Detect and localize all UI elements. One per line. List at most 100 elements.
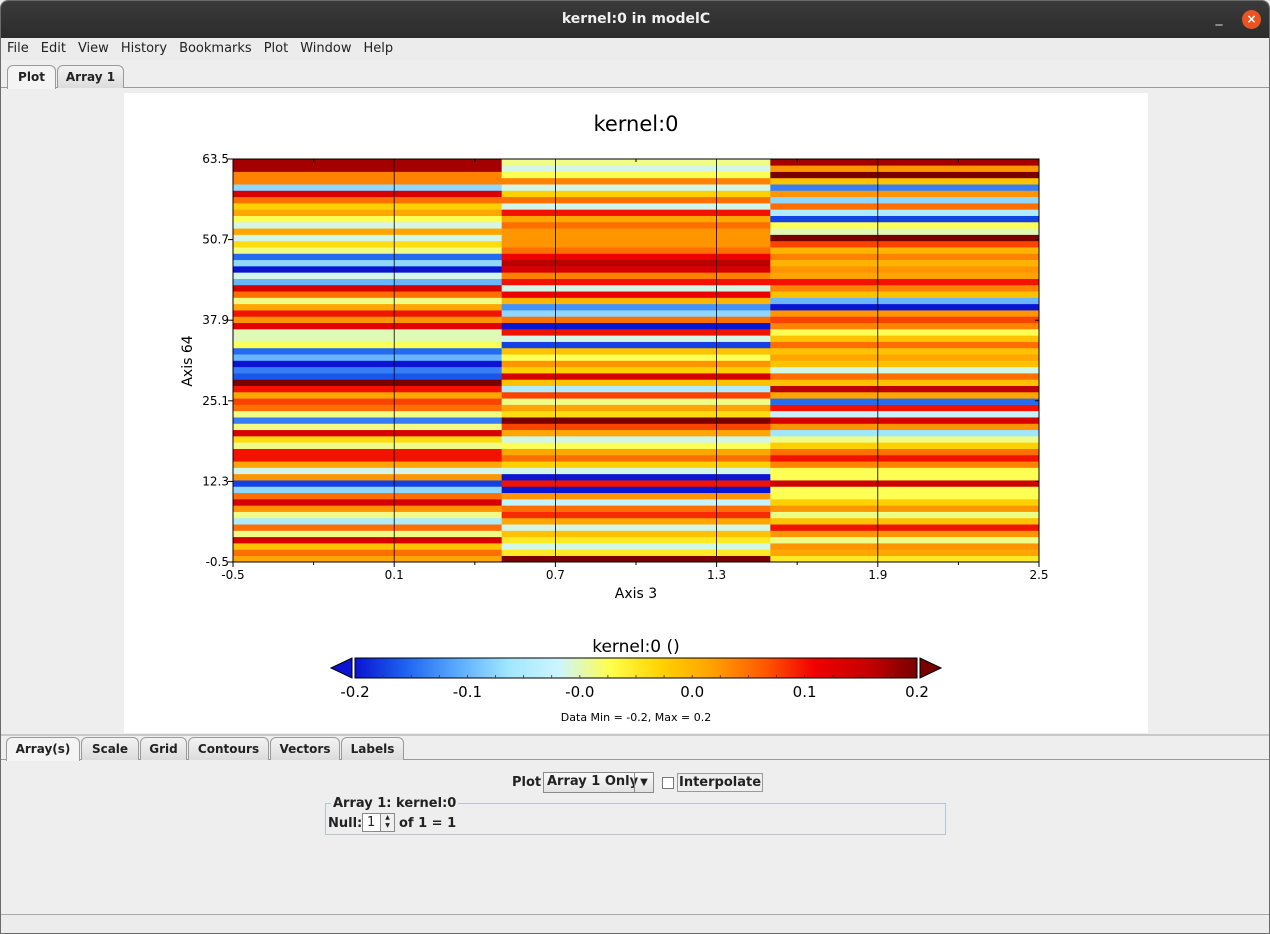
heatmap-cell bbox=[233, 297, 502, 305]
heatmap-cell bbox=[233, 266, 502, 273]
heatmap-cell bbox=[233, 159, 502, 166]
heatmap-cell bbox=[233, 196, 502, 204]
null-label: Null: bbox=[328, 816, 363, 831]
heatmap-cell bbox=[770, 190, 1040, 198]
heatmap-cell bbox=[501, 171, 771, 179]
heatmap-cell bbox=[501, 379, 771, 386]
heatmap-cell bbox=[501, 354, 771, 361]
heatmap-cells bbox=[233, 159, 1040, 563]
x-tick-label: 1.3 bbox=[707, 568, 726, 582]
heatmap-cell bbox=[770, 184, 1040, 191]
heatmap-cell bbox=[770, 517, 1040, 525]
heatmap-cell bbox=[501, 549, 771, 557]
null-spinner-value: 1 bbox=[367, 815, 376, 830]
heatmap-cell bbox=[233, 303, 502, 311]
tab-arrays[interactable]: Array(s) bbox=[6, 737, 80, 761]
null-spinner[interactable]: 1 ▲ ▼ bbox=[362, 813, 395, 832]
heatmap-cell bbox=[770, 177, 1040, 185]
x-tick-label: 0.1 bbox=[385, 568, 404, 582]
heatmap-cell bbox=[770, 385, 1040, 393]
tab-labels[interactable]: Labels bbox=[341, 737, 404, 760]
heatmap-cell bbox=[770, 423, 1040, 431]
colorbar-tick-label: -0.2 bbox=[340, 683, 369, 701]
heatmap-cell bbox=[233, 240, 502, 248]
colorbar-tick-label: -0.0 bbox=[565, 683, 594, 701]
tab-plot[interactable]: Plot bbox=[7, 65, 56, 89]
heatmap-cell bbox=[770, 322, 1040, 330]
heatmap-cell bbox=[233, 247, 502, 254]
colorbar-high-arrow bbox=[919, 657, 943, 679]
heatmap-cell bbox=[501, 410, 771, 418]
menu-edit[interactable]: Edit bbox=[40, 41, 66, 56]
menu-history[interactable]: History bbox=[120, 41, 168, 56]
heatmap-cell bbox=[233, 436, 502, 443]
null-of-text: of 1 = 1 bbox=[399, 816, 457, 831]
array-group-box bbox=[325, 803, 946, 835]
dropdown-arrow-icon[interactable]: ▼ bbox=[634, 773, 653, 792]
interpolate-checkbox[interactable] bbox=[662, 777, 674, 789]
heatmap-cell bbox=[770, 429, 1040, 437]
heatmap-cell bbox=[770, 310, 1040, 317]
array-group-title: Array 1: kernel:0 bbox=[331, 796, 459, 811]
tab-contours[interactable]: Contours bbox=[188, 737, 269, 760]
tab-grid[interactable]: Grid bbox=[140, 737, 187, 760]
heatmap-cell bbox=[501, 215, 771, 223]
heatmap-cell bbox=[770, 203, 1040, 210]
heatmap-cell bbox=[770, 234, 1040, 242]
heatmap-cell bbox=[501, 486, 771, 494]
menu-help[interactable]: Help bbox=[363, 41, 394, 56]
menu-bookmarks[interactable]: Bookmarks bbox=[179, 41, 252, 56]
heatmap-cell bbox=[501, 347, 771, 355]
heatmap-cell bbox=[233, 184, 502, 191]
heatmap-cell bbox=[233, 284, 502, 292]
heatmap-cell bbox=[501, 360, 771, 368]
x-axis-label: Axis 3 bbox=[615, 586, 657, 602]
heatmap-cell bbox=[770, 354, 1040, 361]
menu-view[interactable]: View bbox=[77, 41, 109, 56]
heatmap-cell bbox=[501, 329, 771, 336]
heatmap-cell bbox=[770, 247, 1040, 254]
heatmap-cell bbox=[233, 329, 502, 336]
tab-array-1[interactable]: Array 1 bbox=[57, 65, 124, 88]
interpolate-label[interactable]: Interpolate bbox=[677, 773, 764, 792]
heatmap-cell bbox=[501, 247, 771, 254]
heatmap-cell bbox=[233, 473, 502, 481]
minimize-button[interactable]: _ bbox=[1215, 10, 1223, 26]
menu-plot[interactable]: Plot bbox=[263, 41, 289, 56]
heatmap-cell bbox=[770, 266, 1040, 273]
heatmap-cell bbox=[501, 423, 771, 431]
heatmap-cell bbox=[233, 316, 502, 324]
heatmap-cell bbox=[501, 442, 771, 449]
heatmap-cell bbox=[501, 448, 771, 456]
menu-window[interactable]: Window bbox=[300, 41, 352, 56]
y-tick-label: 63.5 bbox=[202, 152, 229, 166]
heatmap-cell bbox=[233, 429, 502, 437]
tab-scale[interactable]: Scale bbox=[81, 737, 139, 760]
close-button[interactable]: × bbox=[1242, 10, 1261, 29]
title-bar[interactable]: kernel:0 in modelC _ × bbox=[1, 1, 1269, 38]
heatmap-cell bbox=[770, 366, 1040, 374]
heatmap-cell bbox=[233, 467, 502, 475]
heatmap-cell bbox=[501, 454, 771, 462]
heatmap-cell bbox=[233, 221, 502, 229]
heatmap-cell bbox=[233, 530, 502, 538]
tab-vectors[interactable]: Vectors bbox=[270, 737, 340, 760]
heatmap-cell bbox=[233, 335, 502, 342]
heatmap-cell bbox=[501, 196, 771, 204]
x-tick-label: 1.9 bbox=[868, 568, 887, 582]
heatmap-chart: kernel:0 -0.5 0.1 0.7 1.3 1.9 2.5 -0.5 12.3 25.… bbox=[180, 112, 1049, 724]
heatmap-cell bbox=[770, 341, 1040, 349]
heatmap-cell bbox=[501, 536, 771, 544]
heatmap-cell bbox=[501, 398, 771, 405]
data-range-text: Data Min = -0.2, Max = 0.2 bbox=[561, 711, 711, 724]
heatmap-cell bbox=[501, 499, 771, 506]
heatmap-cell bbox=[501, 480, 771, 487]
spinner-arrows-icon[interactable]: ▲ ▼ bbox=[380, 814, 394, 831]
heatmap-cell bbox=[233, 347, 502, 355]
heatmap-cell bbox=[770, 461, 1040, 468]
menu-file[interactable]: File bbox=[7, 41, 29, 56]
plot-select[interactable]: Array 1 Only ▼ bbox=[543, 772, 654, 793]
heatmap-cell bbox=[501, 391, 771, 399]
split-divider[interactable] bbox=[1, 734, 1269, 736]
